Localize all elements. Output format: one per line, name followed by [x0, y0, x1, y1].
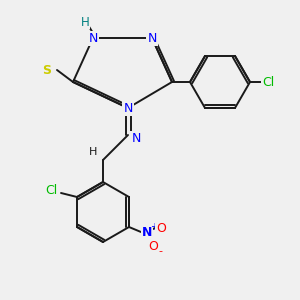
- Text: H: H: [89, 147, 97, 157]
- Text: Cl: Cl: [45, 184, 57, 196]
- Text: S: S: [43, 64, 52, 76]
- Text: H: H: [81, 16, 89, 28]
- Text: N: N: [147, 32, 157, 44]
- Text: +: +: [150, 222, 158, 232]
- Text: -: -: [158, 246, 162, 256]
- Text: O: O: [148, 239, 158, 253]
- Text: Cl: Cl: [262, 76, 274, 88]
- Text: N: N: [88, 32, 98, 44]
- Text: N: N: [131, 131, 141, 145]
- Text: O: O: [156, 221, 166, 235]
- Text: N: N: [142, 226, 152, 238]
- Text: N: N: [123, 101, 133, 115]
